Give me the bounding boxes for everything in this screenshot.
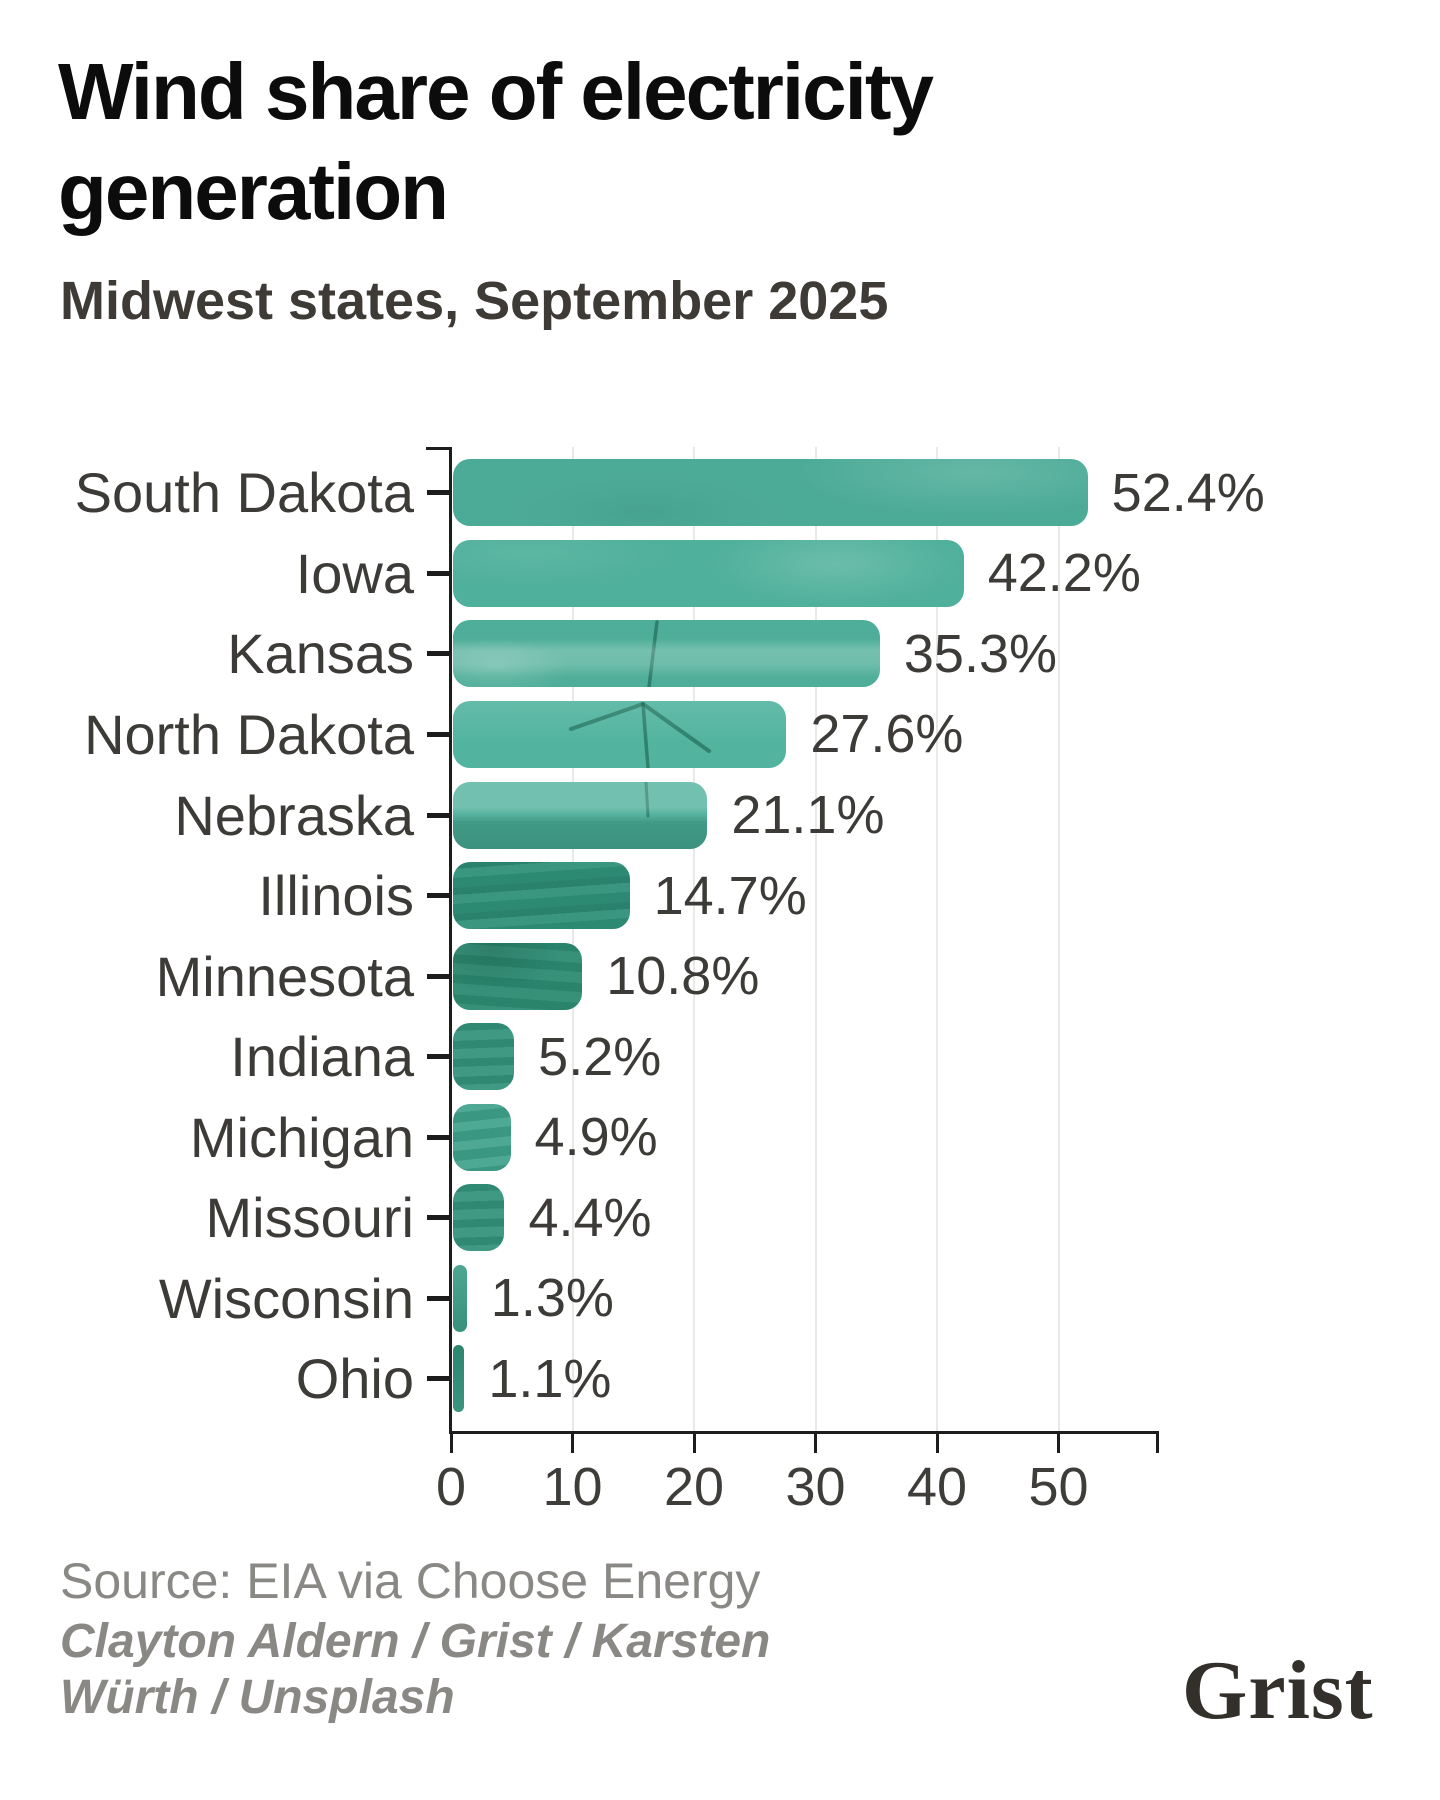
value-label-iowa: 42.2% [987, 543, 1141, 604]
x-axis-tick-label: 20 [663, 1457, 725, 1517]
wind-turbine-texture [569, 701, 711, 768]
y-axis-tick-nebraska [427, 812, 451, 818]
x-axis-tick-20 [692, 1434, 696, 1453]
wind-turbine-texture [644, 781, 650, 817]
gridline-30 [814, 447, 817, 1431]
bar-ohio [453, 1345, 465, 1413]
state-label-missouri: Missouri [205, 1186, 414, 1250]
y-axis-tick-north-dakota [427, 731, 451, 737]
bar-kansas [453, 620, 880, 688]
x-axis-tick-10 [571, 1434, 574, 1453]
y-axis-tick-ohio [427, 1376, 451, 1382]
x-axis-tick-40 [935, 1434, 939, 1453]
value-label-michigan: 4.9% [534, 1107, 658, 1168]
x-axis-tick-label: 50 [1028, 1457, 1089, 1517]
bar-south-dakota [453, 459, 1088, 527]
chart-title: Wind share of electricity generation [58, 47, 934, 236]
bar-indiana [453, 1023, 515, 1091]
x-axis-tick-label: 0 [435, 1457, 467, 1517]
y-axis-tick-indiana [427, 1054, 451, 1060]
x-axis-tick-label: 40 [906, 1457, 968, 1517]
value-label-minnesota: 10.8% [606, 946, 760, 1007]
x-axis-tick-0 [449, 1434, 453, 1453]
wind-turbine-texture [647, 620, 659, 688]
x-axis-tick-label: 10 [542, 1457, 603, 1517]
y-axis-tick-south-dakota [427, 490, 451, 496]
source-note: Source: EIA via Choose Energy [60, 1553, 761, 1609]
y-axis-tick-kansas [427, 651, 451, 657]
y-axis-tick-iowa [427, 570, 451, 576]
x-axis-tick-50 [1057, 1434, 1060, 1453]
value-label-wisconsin: 1.3% [490, 1268, 614, 1329]
credit-line: Clayton Aldern / Grist / Karsten Würth /… [60, 1615, 771, 1724]
x-axis-tick-label: 30 [785, 1457, 846, 1517]
bar-missouri [453, 1184, 505, 1252]
bar-wisconsin [453, 1264, 467, 1332]
state-label-nebraska: Nebraska [174, 783, 414, 847]
value-label-north-dakota: 27.6% [810, 704, 964, 765]
bar-michigan [453, 1103, 511, 1171]
bar-illinois [453, 862, 630, 930]
bar-north-dakota [453, 700, 787, 768]
x-axis-tick-30 [814, 1434, 817, 1453]
value-label-illinois: 14.7% [653, 865, 807, 926]
state-label-south-dakota: South Dakota [74, 461, 414, 525]
x-axis-line [449, 1431, 1159, 1434]
state-label-michigan: Michigan [189, 1105, 414, 1169]
state-label-indiana: Indiana [230, 1025, 414, 1089]
y-axis-top-cap [426, 447, 451, 450]
gridline-10 [571, 447, 574, 1431]
state-label-ohio: Ohio [295, 1347, 414, 1411]
value-label-nebraska: 21.1% [731, 785, 885, 845]
state-label-kansas: Kansas [227, 622, 414, 686]
gridline-50 [1057, 447, 1060, 1431]
value-label-south-dakota: 52.4% [1111, 462, 1265, 523]
y-axis-line [449, 447, 452, 1434]
bar-nebraska [453, 781, 708, 849]
y-axis-tick-missouri [427, 1215, 451, 1221]
state-label-minnesota: Minnesota [155, 944, 414, 1008]
gridline-20 [693, 447, 695, 1431]
bar-minnesota [453, 942, 583, 1010]
state-label-illinois: Illinois [258, 864, 414, 928]
chart-subtitle: Midwest states, September 2025 [60, 271, 889, 331]
gridline-40 [936, 447, 938, 1431]
y-axis-tick-minnesota [427, 973, 451, 979]
y-axis-tick-illinois [427, 893, 451, 899]
value-label-indiana: 5.2% [538, 1026, 662, 1087]
value-label-kansas: 35.3% [903, 623, 1058, 684]
value-label-ohio: 1.1% [488, 1348, 612, 1409]
state-label-wisconsin: Wisconsin [158, 1266, 414, 1330]
state-label-north-dakota: North Dakota [84, 702, 414, 766]
bar-iowa [453, 539, 964, 607]
value-label-missouri: 4.4% [528, 1187, 652, 1248]
grist-logo: Grist [1182, 1644, 1374, 1737]
y-axis-tick-michigan [427, 1134, 451, 1140]
x-axis-end-cap [1155, 1431, 1159, 1453]
y-axis-tick-wisconsin [427, 1295, 451, 1301]
state-label-iowa: Iowa [295, 541, 414, 605]
